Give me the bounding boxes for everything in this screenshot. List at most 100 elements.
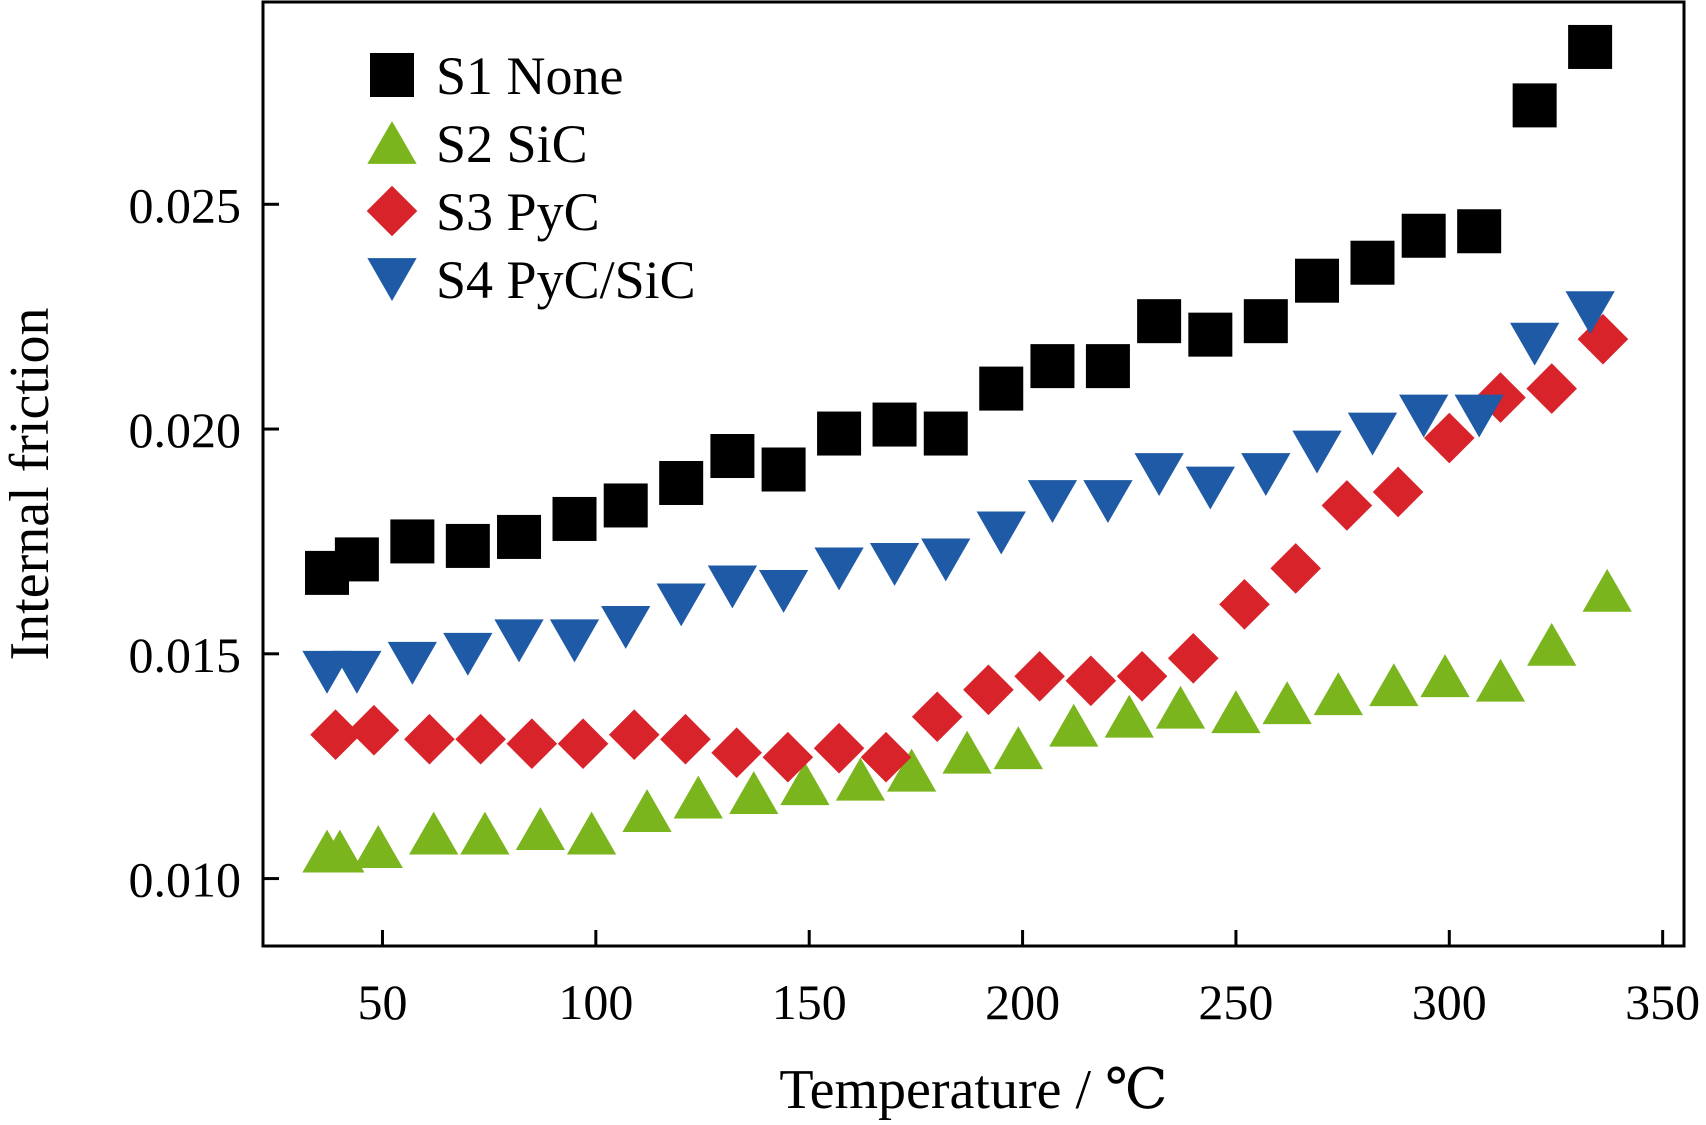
- data-point: [1321, 480, 1373, 531]
- data-point: [1188, 312, 1233, 357]
- data-point: [1219, 579, 1270, 630]
- data-point: [557, 718, 609, 770]
- data-point: [814, 547, 864, 591]
- x-tick-label: 200: [985, 974, 1060, 1030]
- data-point: [1424, 412, 1475, 464]
- series-4: [302, 291, 1615, 694]
- data-point: [1027, 480, 1078, 523]
- legend-marker: [370, 53, 414, 97]
- data-point: [1457, 209, 1502, 254]
- data-point: [332, 650, 382, 694]
- legend-item: S2 SiC: [367, 114, 588, 174]
- data-point: [497, 514, 542, 559]
- legend-marker: [366, 185, 418, 237]
- data-point: [1243, 299, 1288, 344]
- data-point: [1347, 412, 1398, 456]
- data-point: [758, 569, 809, 613]
- legend-label: S3 PyC: [436, 182, 600, 242]
- data-point: [993, 726, 1043, 770]
- data-point: [1104, 694, 1154, 738]
- plot-frame: [261, 0, 1686, 948]
- y-tick-label: 0.015: [129, 627, 242, 683]
- data-point: [1083, 480, 1133, 523]
- y-axis-title: Internal friction: [0, 308, 61, 661]
- data-point: [1399, 394, 1449, 438]
- data-point: [315, 829, 365, 873]
- data-point: [923, 411, 968, 456]
- data-point: [921, 538, 971, 582]
- data-point: [1241, 453, 1291, 496]
- data-point: [1155, 685, 1206, 729]
- legend-label: S1 None: [436, 46, 624, 106]
- series-1: [305, 24, 1613, 595]
- data-point: [1475, 658, 1526, 702]
- data-point: [1211, 690, 1261, 734]
- x-tick-label: 150: [772, 974, 847, 1030]
- x-tick-label: 100: [558, 974, 633, 1030]
- data-point: [659, 460, 704, 505]
- data-point: [963, 664, 1014, 716]
- data-point: [1372, 466, 1424, 518]
- legend-item: S3 PyC: [366, 182, 600, 242]
- data-point: [1262, 681, 1312, 725]
- data-point: [656, 583, 706, 627]
- y-axis-ticks: 0.010 0.015 0.020 0.025: [129, 177, 279, 908]
- data-point: [387, 641, 437, 685]
- data-point: [1295, 258, 1340, 303]
- legend-marker: [367, 258, 417, 301]
- data-point: [762, 731, 814, 783]
- data-point: [1313, 672, 1363, 716]
- y-tick-label: 0.010: [129, 852, 242, 908]
- data-point: [711, 727, 762, 779]
- data-point: [1510, 322, 1560, 366]
- data-point: [729, 771, 779, 815]
- data-point: [817, 411, 862, 456]
- data-point: [710, 434, 755, 479]
- data-point: [1167, 633, 1219, 684]
- data-point: [780, 762, 830, 806]
- data-point: [1527, 622, 1577, 666]
- data-point: [601, 605, 651, 649]
- data-point: [404, 713, 455, 765]
- data-point: [608, 709, 660, 761]
- data-point: [1512, 83, 1557, 128]
- data-point: [445, 523, 490, 568]
- data-point: [506, 718, 558, 770]
- data-point: [1134, 453, 1184, 496]
- data-point: [1420, 654, 1470, 698]
- x-tick-label: 250: [1198, 974, 1273, 1030]
- x-axis-ticks: 50 100 150 200 250 300 350: [357, 930, 1700, 1030]
- data-point: [455, 713, 506, 765]
- x-axis-title: Temperature / ℃: [779, 1059, 1167, 1120]
- data-point: [1049, 703, 1099, 747]
- data-point: [1116, 650, 1168, 702]
- data-point: [1454, 394, 1504, 438]
- data-point: [1582, 568, 1632, 612]
- legend-item: S4 PyC/SiC: [367, 250, 696, 310]
- data-point: [1065, 655, 1117, 707]
- data-point: [460, 811, 510, 855]
- data-point: [1292, 430, 1342, 474]
- data-point: [1137, 299, 1182, 344]
- data-point: [979, 366, 1024, 411]
- data-point: [390, 519, 435, 564]
- data-point: [1270, 543, 1321, 594]
- data-point: [310, 709, 361, 761]
- data-point: [673, 775, 723, 819]
- data-point: [494, 619, 544, 663]
- data-point: [976, 511, 1026, 555]
- legend: S1 None S2 SiC S3 PyC S4 PyC/SiC: [366, 46, 696, 310]
- data-point: [1401, 213, 1446, 258]
- data-point: [1085, 344, 1130, 389]
- data-point: [835, 757, 886, 801]
- data-point: [603, 483, 648, 528]
- legend-label: S4 PyC/SiC: [436, 250, 696, 310]
- series-3: [310, 313, 1629, 783]
- data-point: [1014, 650, 1065, 702]
- data-point: [872, 402, 917, 447]
- data-point: [660, 713, 711, 765]
- data-point: [1185, 466, 1235, 510]
- data-point: [813, 722, 865, 774]
